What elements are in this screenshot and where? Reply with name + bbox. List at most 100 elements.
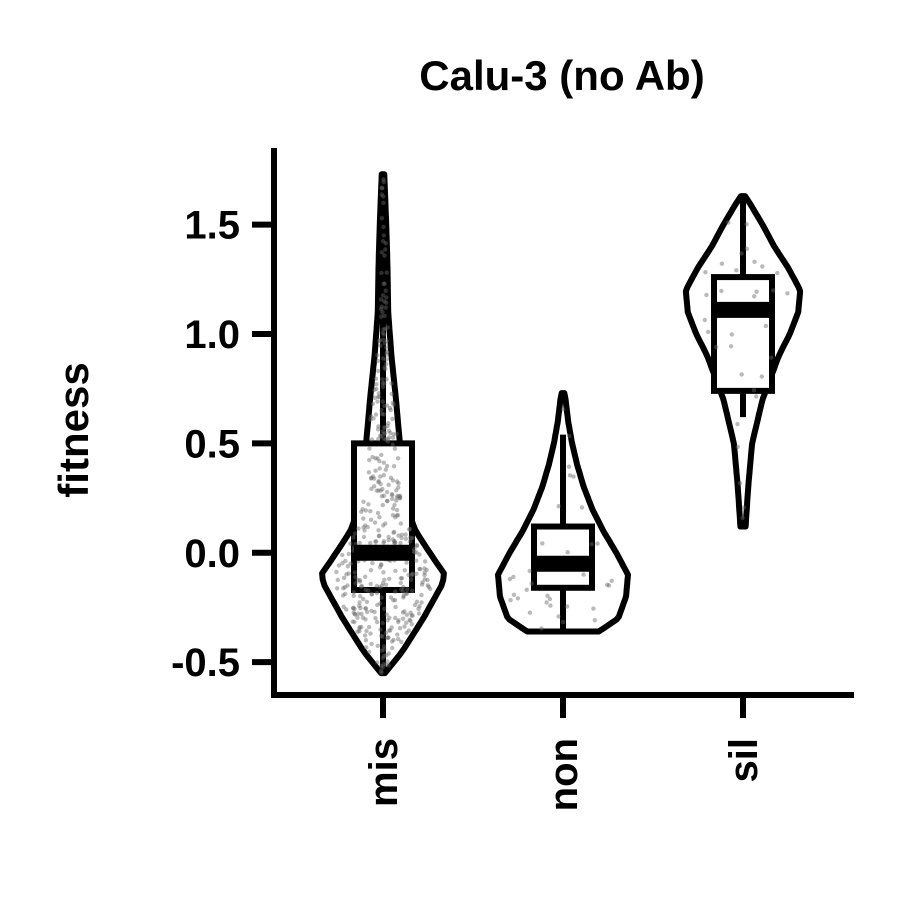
jitter-point	[403, 532, 408, 537]
jitter-point	[394, 513, 400, 518]
jitter-point	[391, 530, 396, 535]
jitter-point	[384, 612, 389, 617]
jitter-point	[386, 537, 391, 543]
jitter-point	[384, 338, 389, 344]
jitter-point	[410, 571, 415, 576]
jitter-point	[540, 541, 545, 546]
jitter-point	[346, 551, 351, 557]
jitter-point	[343, 558, 348, 564]
jitter-point	[352, 606, 357, 612]
jitter-point	[363, 587, 368, 592]
jitter-point	[364, 609, 370, 615]
jitter-point	[379, 663, 384, 669]
jitter-point	[417, 566, 422, 572]
chart-title: Calu-3 (no Ab)	[419, 52, 704, 99]
jitter-point	[511, 574, 516, 580]
box-mis	[351, 440, 415, 593]
jitter-point	[392, 539, 397, 544]
jitter-point	[391, 432, 396, 437]
jitter-point	[368, 631, 373, 636]
jitter-point	[390, 513, 396, 518]
jitter-point	[380, 381, 385, 386]
jitter-point	[380, 581, 386, 586]
jitter-point	[351, 605, 356, 611]
y-tick-label: 1.0	[184, 313, 240, 357]
jitter-point	[383, 630, 389, 636]
jitter-point	[386, 482, 391, 487]
jitter-point	[376, 391, 381, 396]
jitter-point	[351, 593, 356, 598]
jitter-point	[383, 366, 388, 372]
jitter-point	[369, 608, 374, 614]
jitter-point	[335, 586, 340, 591]
jitter-point	[398, 521, 403, 526]
jitter-point	[376, 394, 381, 399]
jitter-point	[385, 436, 390, 442]
jitter-point	[376, 479, 381, 484]
jitter-point	[384, 489, 390, 495]
jitter-point	[390, 442, 395, 447]
jitter-point	[414, 542, 420, 548]
jitter-point	[404, 612, 409, 617]
jitter-point	[402, 624, 407, 629]
jitter-point	[409, 573, 414, 578]
jitter-point	[404, 560, 409, 565]
jitter-point	[383, 247, 388, 252]
jitter-point	[378, 474, 383, 479]
jitter-point	[395, 479, 400, 484]
jitter-point	[335, 577, 340, 583]
jitter-point	[386, 663, 391, 668]
jitter-point	[379, 583, 385, 589]
jitter-point	[393, 604, 398, 610]
jitter-point	[382, 381, 387, 386]
jitter-point	[376, 436, 381, 442]
jitter-point	[380, 293, 386, 298]
jitter-point	[372, 395, 378, 400]
jitter-point	[381, 473, 386, 478]
jitter-point	[382, 281, 387, 286]
jitter-point	[566, 464, 572, 469]
jitter-point	[399, 587, 404, 592]
jitter-point	[371, 476, 377, 481]
jitter-point	[381, 224, 386, 230]
jitter-point	[579, 505, 585, 510]
jitter-point	[375, 358, 381, 364]
jitter-point	[384, 653, 389, 658]
jitter-point	[386, 651, 391, 656]
jitter-point	[390, 496, 395, 502]
jitter-point	[368, 476, 374, 481]
jitter-point	[739, 251, 744, 256]
jitter-point	[385, 618, 390, 623]
jitter-point	[379, 633, 384, 638]
jitter-point	[388, 628, 393, 633]
jitter-point	[405, 587, 410, 592]
jitter-point	[380, 377, 385, 382]
jitter-point	[375, 602, 380, 608]
jitter-point	[419, 592, 424, 598]
jitter-point	[376, 424, 381, 429]
jitter-point	[378, 343, 383, 348]
jitter-point	[394, 488, 399, 493]
jitter-point	[728, 344, 734, 349]
jitter-point	[422, 572, 427, 578]
jitter-point	[371, 416, 376, 421]
jitter-point	[381, 200, 386, 205]
jitter-point	[380, 310, 385, 315]
jitter-point	[403, 591, 408, 597]
jitter-point	[390, 435, 396, 440]
jitter-point	[397, 493, 403, 499]
jitter-point	[373, 456, 378, 461]
jitter-point	[383, 241, 388, 246]
jitter-point	[702, 317, 707, 323]
jitter-point	[752, 259, 757, 264]
jitter-point	[380, 665, 385, 670]
jitter-point	[754, 289, 759, 294]
jitter-point	[383, 425, 388, 430]
jitter-point	[369, 486, 374, 491]
jitter-point	[368, 581, 373, 587]
jitter-point	[729, 332, 734, 337]
jitter-point	[547, 596, 553, 602]
jitter-point	[388, 430, 393, 436]
jitter-point	[340, 561, 345, 566]
jitter-point	[348, 541, 353, 546]
